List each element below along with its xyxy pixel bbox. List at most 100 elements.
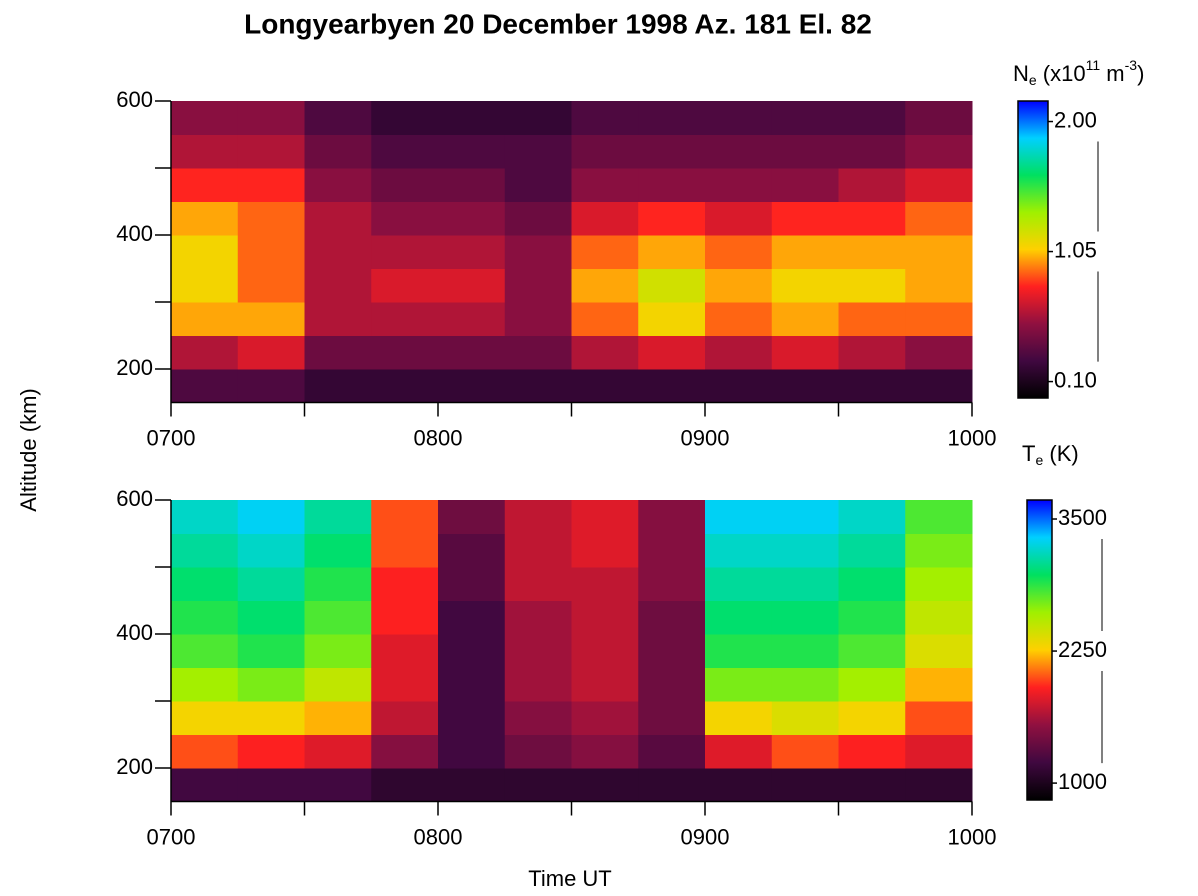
heatmap-cell — [438, 500, 506, 534]
heatmap-cell — [504, 335, 572, 370]
chart-title: Longyearbyen 20 December 1998 Az. 181 El… — [244, 8, 872, 39]
heatmap-cell — [304, 302, 372, 336]
heatmap-cell — [237, 302, 305, 336]
heatmap-cell — [171, 101, 239, 135]
heatmap-cell — [237, 533, 305, 568]
colorbar-tick-label: 2.00 — [1054, 107, 1097, 132]
heatmap-cell — [571, 369, 639, 403]
heatmap-cell — [504, 268, 572, 303]
heatmap-cell — [371, 768, 439, 802]
heatmap-cell — [905, 134, 973, 169]
heatmap-cell — [438, 567, 506, 601]
heatmap-cell — [571, 667, 639, 702]
heatmap-cell — [438, 369, 506, 403]
heatmap-cell — [638, 600, 706, 635]
heatmap-cell — [838, 667, 906, 702]
heatmap-cell — [771, 235, 839, 269]
x-tick-label: 1000 — [948, 425, 997, 450]
heatmap-cell — [838, 567, 906, 601]
heatmap-cell — [438, 235, 506, 269]
heatmap-cell — [504, 201, 572, 236]
heatmap-cell — [705, 634, 773, 668]
heatmap-cell — [638, 268, 706, 303]
heatmap-cell — [905, 768, 973, 802]
x-tick-label: 0800 — [414, 425, 463, 450]
heatmap-cell — [504, 567, 572, 601]
heatmap-cell — [638, 634, 706, 668]
heatmap-cell — [504, 533, 572, 568]
colorbar-tick-label: 2250 — [1058, 637, 1107, 662]
heatmap-cell — [371, 134, 439, 169]
heatmap-cell — [171, 500, 239, 534]
y-tick-label: 600 — [116, 87, 153, 112]
heatmap-cell — [304, 600, 372, 635]
colorbar-title-part: ) — [1137, 61, 1144, 86]
heatmap-cell — [905, 600, 973, 635]
heatmap-cell — [237, 567, 305, 601]
heatmap-cell — [838, 634, 906, 668]
heatmap-cell — [304, 634, 372, 668]
heatmap-cell — [438, 302, 506, 336]
heatmap-cell — [838, 768, 906, 802]
heatmap-cell — [705, 335, 773, 370]
heatmap-cell — [371, 533, 439, 568]
heatmap-cell — [571, 701, 639, 735]
heatmap-cell — [438, 600, 506, 635]
heatmap-cell — [571, 500, 639, 534]
colorbar-tick-label: 1000 — [1058, 769, 1107, 794]
heatmap-cell — [638, 567, 706, 601]
heatmap-cell — [504, 302, 572, 336]
heatmap-cell — [438, 268, 506, 303]
heatmap-cell — [771, 600, 839, 635]
heatmap-cell — [771, 168, 839, 202]
colorbar-tick-label: 0.10 — [1054, 367, 1097, 392]
heatmap-cell — [237, 634, 305, 668]
heatmap-cell — [304, 268, 372, 303]
heatmap-cell — [638, 235, 706, 269]
heatmap-cell — [905, 533, 973, 568]
heatmap-cell — [771, 701, 839, 735]
heatmap-cell — [705, 268, 773, 303]
colorbar-title: Te (K) — [1022, 441, 1079, 468]
heatmap-cell — [371, 701, 439, 735]
heatmap-cell — [171, 533, 239, 568]
colorbar-title-part: T — [1022, 441, 1035, 466]
heatmap-cell — [438, 335, 506, 370]
heatmap-cell — [905, 268, 973, 303]
heatmap-cell — [571, 235, 639, 269]
heatmap-cell — [237, 701, 305, 735]
heatmap-cell — [705, 533, 773, 568]
heatmap-cell — [705, 734, 773, 769]
heatmap-cell — [571, 201, 639, 236]
heatmap-cell — [571, 101, 639, 135]
heatmap-cell — [171, 235, 239, 269]
heatmap-cell — [838, 268, 906, 303]
heatmap-cell — [504, 168, 572, 202]
heatmap-cell — [638, 369, 706, 403]
heatmap-cell — [771, 268, 839, 303]
heatmap-cell — [638, 302, 706, 336]
heatmap-cell — [771, 134, 839, 169]
heatmap-cell — [304, 567, 372, 601]
heatmap-cell — [504, 768, 572, 802]
heatmap-cell — [638, 768, 706, 802]
heatmap-cell — [304, 201, 372, 236]
heatmap-cell — [304, 235, 372, 269]
heatmap-cell — [705, 302, 773, 336]
heatmap-cell — [438, 734, 506, 769]
heatmap-cell — [771, 567, 839, 601]
y-tick-label: 400 — [116, 620, 153, 645]
heatmap-cell — [905, 734, 973, 769]
heatmap-cell — [371, 235, 439, 269]
heatmap-cell — [571, 168, 639, 202]
heatmap-cell — [237, 768, 305, 802]
heatmap-cell — [638, 134, 706, 169]
heatmap-cell — [638, 168, 706, 202]
colorbar-tick-label: 1.05 — [1054, 237, 1097, 262]
heatmap-cell — [705, 600, 773, 635]
heatmap-cell — [504, 701, 572, 735]
x-axis-label: Time UT — [528, 866, 612, 891]
x-tick-label: 0800 — [414, 824, 463, 849]
heatmap-cell — [705, 369, 773, 403]
heatmap-cell — [371, 500, 439, 534]
